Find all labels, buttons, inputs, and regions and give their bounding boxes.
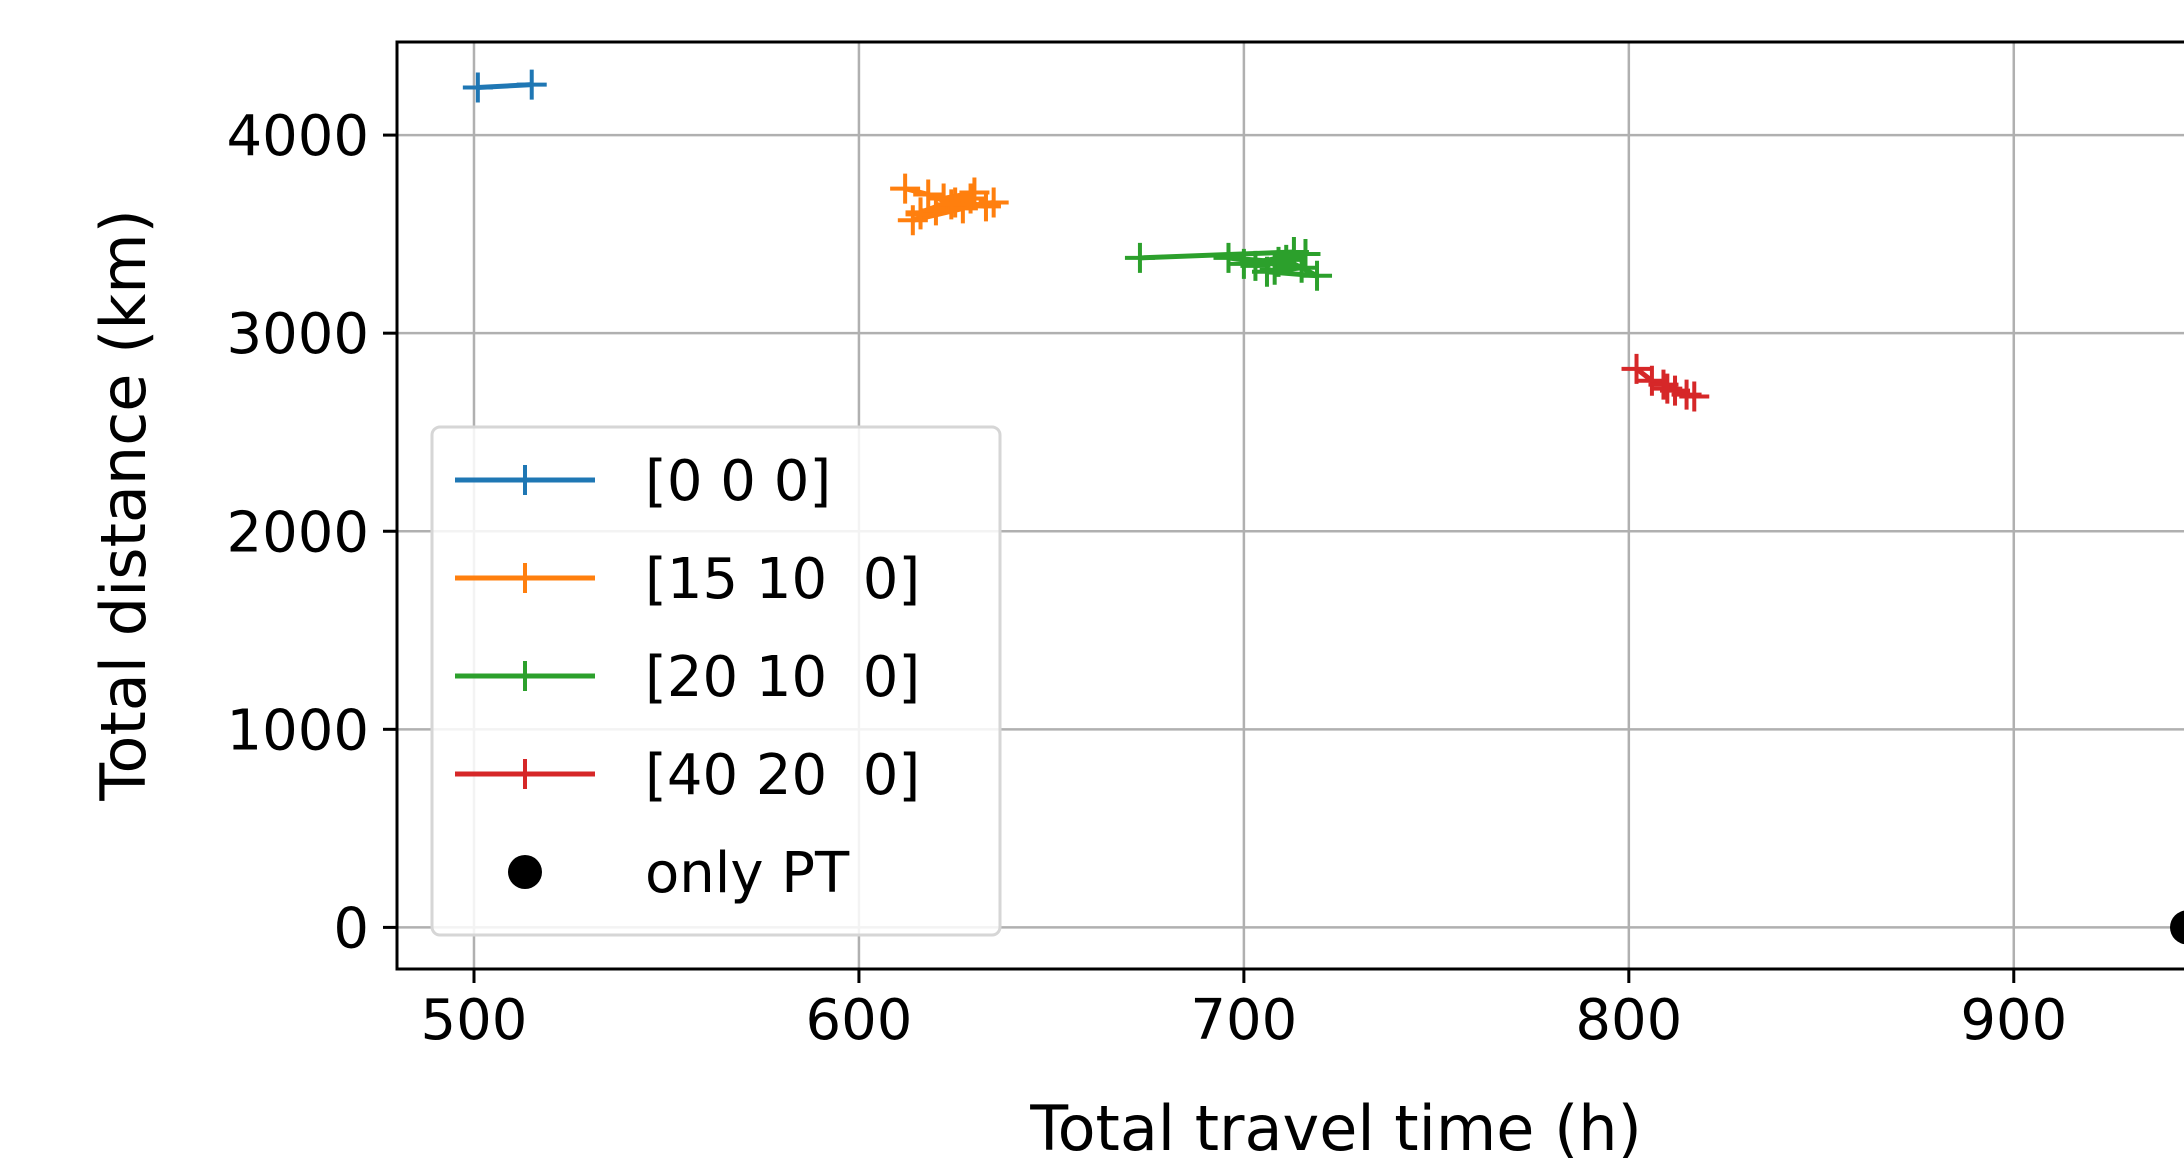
x-tick-label: 800 — [1575, 988, 1682, 1053]
legend-marker-only-pt — [508, 855, 542, 889]
legend-box — [430, 425, 1002, 937]
data-point-20-10-0 — [1302, 260, 1333, 291]
data-point-15-10-0 — [978, 187, 1009, 218]
plot-frame — [395, 40, 2184, 971]
data-point-0-0-0 — [516, 69, 547, 100]
data-point-15-10-0 — [955, 183, 986, 214]
data-point-15-10-0 — [890, 173, 921, 204]
legend-label-15-10-0: [15 10 0] — [645, 547, 920, 612]
data-point-15-10-0 — [936, 189, 967, 220]
data-point-40-20-0 — [1652, 373, 1683, 404]
data-point-20-10-0 — [1213, 242, 1244, 273]
data-point-40-20-0 — [1679, 381, 1710, 412]
y-tick-label: 2000 — [226, 500, 369, 565]
data-point-only-pt — [2170, 910, 2184, 945]
x-axis-label: Total travel time (h) — [1029, 1092, 1642, 1158]
x-tick-label: 900 — [1960, 988, 2067, 1053]
y-axis-ticks: 0 1000 2000 3000 4000 — [226, 104, 397, 961]
y-tick-label: 4000 — [226, 104, 369, 169]
legend-label-0-0-0: [0 0 0] — [645, 449, 831, 514]
data-point-20-10-0 — [1124, 242, 1155, 273]
y-tick-label: 3000 — [226, 302, 369, 367]
legend-marker-0-0-0 — [510, 465, 540, 495]
series-layer — [462, 69, 2184, 945]
x-axis-ticks: 500 600 700 800 900 — [421, 969, 2067, 1053]
y-axis-label: Total distance (km) — [87, 209, 160, 802]
legend-marker-15-10-0 — [510, 563, 540, 593]
data-point-15-10-0 — [920, 195, 951, 226]
data-point-40-20-0 — [1621, 353, 1652, 384]
y-tick-label: 1000 — [226, 698, 369, 763]
legend-label-20-10-0: [20 10 0] — [645, 645, 920, 710]
data-point-15-10-0 — [913, 179, 944, 210]
data-point-0-0-0 — [462, 72, 493, 103]
data-point-20-10-0 — [1228, 248, 1259, 279]
x-tick-label: 700 — [1190, 988, 1297, 1053]
legend-label-40-20-0: [40 20 0] — [645, 743, 920, 808]
x-tick-label: 600 — [805, 988, 912, 1053]
data-point-20-10-0 — [1290, 238, 1321, 269]
legend-marker-20-10-0 — [510, 661, 540, 691]
legend: [0 0 0] [15 10 0] [20 10 0] [40 20 0] only P… — [430, 425, 1002, 937]
legend-label-only-pt: only PT — [645, 841, 850, 906]
data-point-15-10-0 — [905, 199, 936, 230]
data-point-20-10-0 — [1259, 254, 1290, 285]
y-tick-label: 0 — [333, 896, 369, 961]
x-tick-label: 500 — [421, 988, 528, 1053]
legend-marker-40-20-0 — [510, 759, 540, 789]
data-point-15-10-0 — [897, 205, 928, 236]
data-point-20-10-0 — [1286, 252, 1317, 283]
